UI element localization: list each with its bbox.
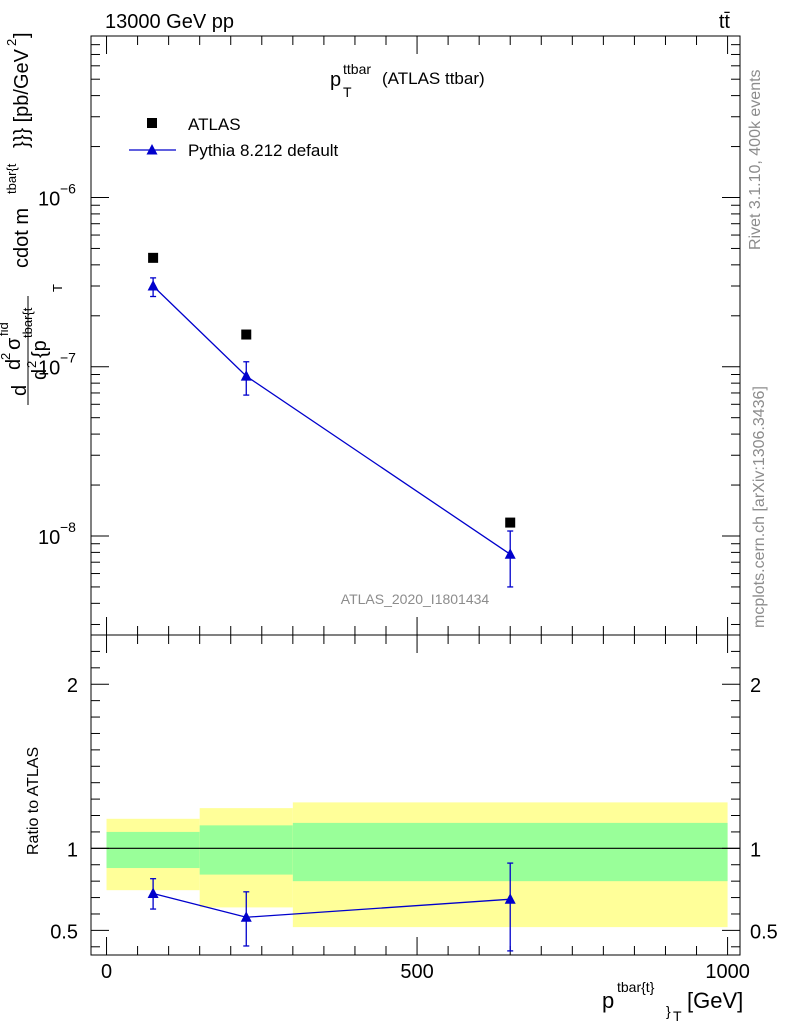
ylabel-tbar-t: tbar{t: [20, 307, 35, 338]
ratio-y-tick-label-left: 0.5: [50, 921, 78, 943]
ratio-frame: [90, 634, 741, 956]
svg-text:−8: −8: [60, 519, 76, 535]
ylabel-cdot: cdot m: [11, 208, 33, 268]
ylabel-bracket: ]: [11, 32, 33, 38]
ylabel-tbar2: tbar{t: [4, 163, 19, 194]
ylabel-brace-p: {p: [29, 340, 51, 358]
atlas-point: [505, 517, 516, 528]
rivet-label: Rivet 3.1.10, 400k events: [747, 69, 764, 250]
legend-atlas-marker: [147, 118, 157, 128]
ratio-marks: [147, 862, 516, 952]
title-sub: T: [343, 84, 352, 100]
ratio-x-tick-label: 500: [400, 961, 433, 983]
ratio-mc-point: [504, 893, 516, 904]
title-sup: ttbar: [343, 61, 371, 77]
atlas-point: [241, 329, 252, 340]
ylabel-d1: d: [9, 385, 31, 396]
ylabel-sup2b: 2: [24, 361, 39, 368]
main-y-tick-labels: 10−810−710−6: [38, 180, 76, 548]
ratio-panel: 0.5 0.5 1 1 2 2 0 500 1000 Ratio to ATLAS p tbar…: [25, 634, 778, 1024]
ylabel-sigma: σ: [3, 337, 25, 350]
legend-pythia-marker: [146, 144, 158, 155]
process-label: tt̄: [719, 11, 731, 33]
ylabel-d2: d: [3, 359, 25, 370]
ratio-mc-point: [147, 887, 159, 898]
legend-atlas-label: ATLAS: [188, 115, 241, 134]
mc-point: [147, 279, 159, 291]
atlas-point: [148, 252, 159, 263]
ratio-y-tick-label-right: 2: [750, 675, 761, 697]
main-y-label: d d 2 σ fid d 2 {p tbar{t T cdot m tbar{…: [0, 32, 65, 405]
title-main: p: [330, 69, 341, 91]
xlabel-sub2: T: [673, 1008, 682, 1024]
main-ticks: [91, 35, 740, 635]
svg-text:10: 10: [38, 188, 60, 210]
energy-label: 13000 GeV pp: [105, 11, 234, 33]
main-y-tick-label: 10 −8: [38, 519, 76, 549]
ratio-bands: [106, 802, 728, 928]
xlabel-sup: tbar{t}: [617, 979, 655, 995]
xlabel-main: p: [602, 988, 614, 1013]
legend-pythia-label: Pythia 8.212 default: [188, 141, 339, 160]
ratio-y-tick-label-right: 0.5: [750, 921, 778, 943]
source-label: mcplots.cern.ch [arXiv:1306.3436]: [751, 386, 768, 628]
xlabel-sub: }: [666, 1003, 671, 1019]
ratio-band-green: [106, 831, 200, 869]
ylabel-gev-sup: 2: [4, 39, 19, 46]
mc-point: [240, 370, 252, 381]
ratio-band-green: [199, 825, 293, 875]
ratio-y-label: Ratio to ATLAS: [25, 747, 42, 855]
ratio-x-tick-label: 1000: [705, 961, 750, 983]
main-marks: [147, 252, 516, 588]
ylabel-sup2: 2: [0, 353, 13, 360]
xlabel-unit: [GeV]: [687, 988, 743, 1013]
ylabel-fid: fid: [0, 322, 11, 336]
ylabel-d3: d: [29, 369, 51, 380]
svg-text:10: 10: [38, 527, 60, 549]
ratio-ticks: [91, 635, 740, 955]
mc-point: [504, 548, 516, 559]
main-panel: 10−810−710−6 p ttbar T (ATLAS ttbar) ATL…: [0, 32, 741, 636]
ratio-mc-point: [240, 911, 252, 922]
ratio-y-tick-label-left: 1: [67, 839, 78, 861]
main-lines: [152, 285, 511, 555]
mc-series-line: [152, 285, 511, 555]
ratio-y-tick-label-right: 1: [750, 839, 761, 861]
svg-text:−7: −7: [60, 350, 76, 366]
ylabel-T: T: [50, 284, 65, 292]
ratio-y-tick-label-left: 2: [67, 675, 78, 697]
ratio-tick-labels: 0.5 0.5 1 1 2 2 0 500 1000: [50, 675, 778, 983]
main-y-tick-label: 10 −7: [38, 350, 76, 380]
svg-text:−6: −6: [60, 180, 76, 196]
ylabel-close: }}} [pb/GeV: [11, 48, 33, 148]
title-suffix: (ATLAS ttbar): [382, 69, 485, 88]
svg-text:10: 10: [38, 358, 60, 380]
watermark: ATLAS_2020_I1801434: [341, 591, 490, 607]
main-y-tick-label: 10 −6: [38, 180, 76, 210]
ratio-x-tick-label: 0: [101, 961, 112, 983]
